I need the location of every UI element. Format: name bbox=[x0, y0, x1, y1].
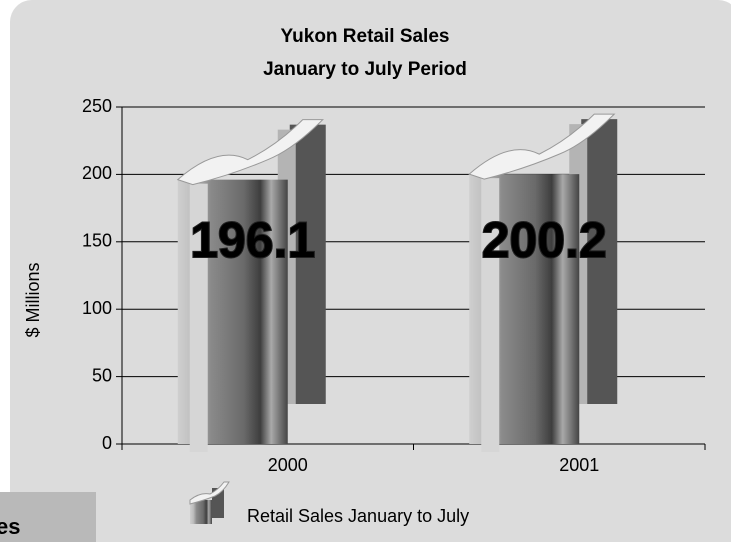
legend-swatch bbox=[190, 500, 212, 524]
background-strip bbox=[0, 492, 96, 542]
y-tick-label: 50 bbox=[92, 365, 112, 385]
y-tick-label: 100 bbox=[82, 298, 112, 318]
bar-dollar-top bbox=[176, 119, 324, 186]
x-tick-label: 2001 bbox=[559, 455, 599, 475]
y-tick-label: 0 bbox=[102, 433, 112, 453]
value-label: 200.2 bbox=[482, 212, 607, 268]
y-tick-label: 250 bbox=[82, 96, 112, 116]
y-tick-label: 150 bbox=[82, 231, 112, 251]
x-tick-label: 2000 bbox=[268, 455, 308, 475]
bar-left-strip bbox=[189, 183, 208, 452]
chart-title: Yukon Retail Sales bbox=[281, 26, 450, 47]
y-axis-label: $ Millions bbox=[23, 262, 43, 337]
legend-swatch-top bbox=[189, 481, 230, 505]
bar-dollar-top bbox=[468, 113, 616, 180]
legend-label: Retail Sales January to July bbox=[247, 506, 469, 526]
value-label: 196.1 bbox=[190, 212, 315, 268]
y-tick-label: 200 bbox=[82, 163, 112, 183]
page-fragment: es bbox=[0, 514, 20, 539]
panel bbox=[10, 0, 731, 542]
bar-left-strip bbox=[481, 178, 500, 452]
chart-subtitle: January to July Period bbox=[263, 59, 467, 80]
